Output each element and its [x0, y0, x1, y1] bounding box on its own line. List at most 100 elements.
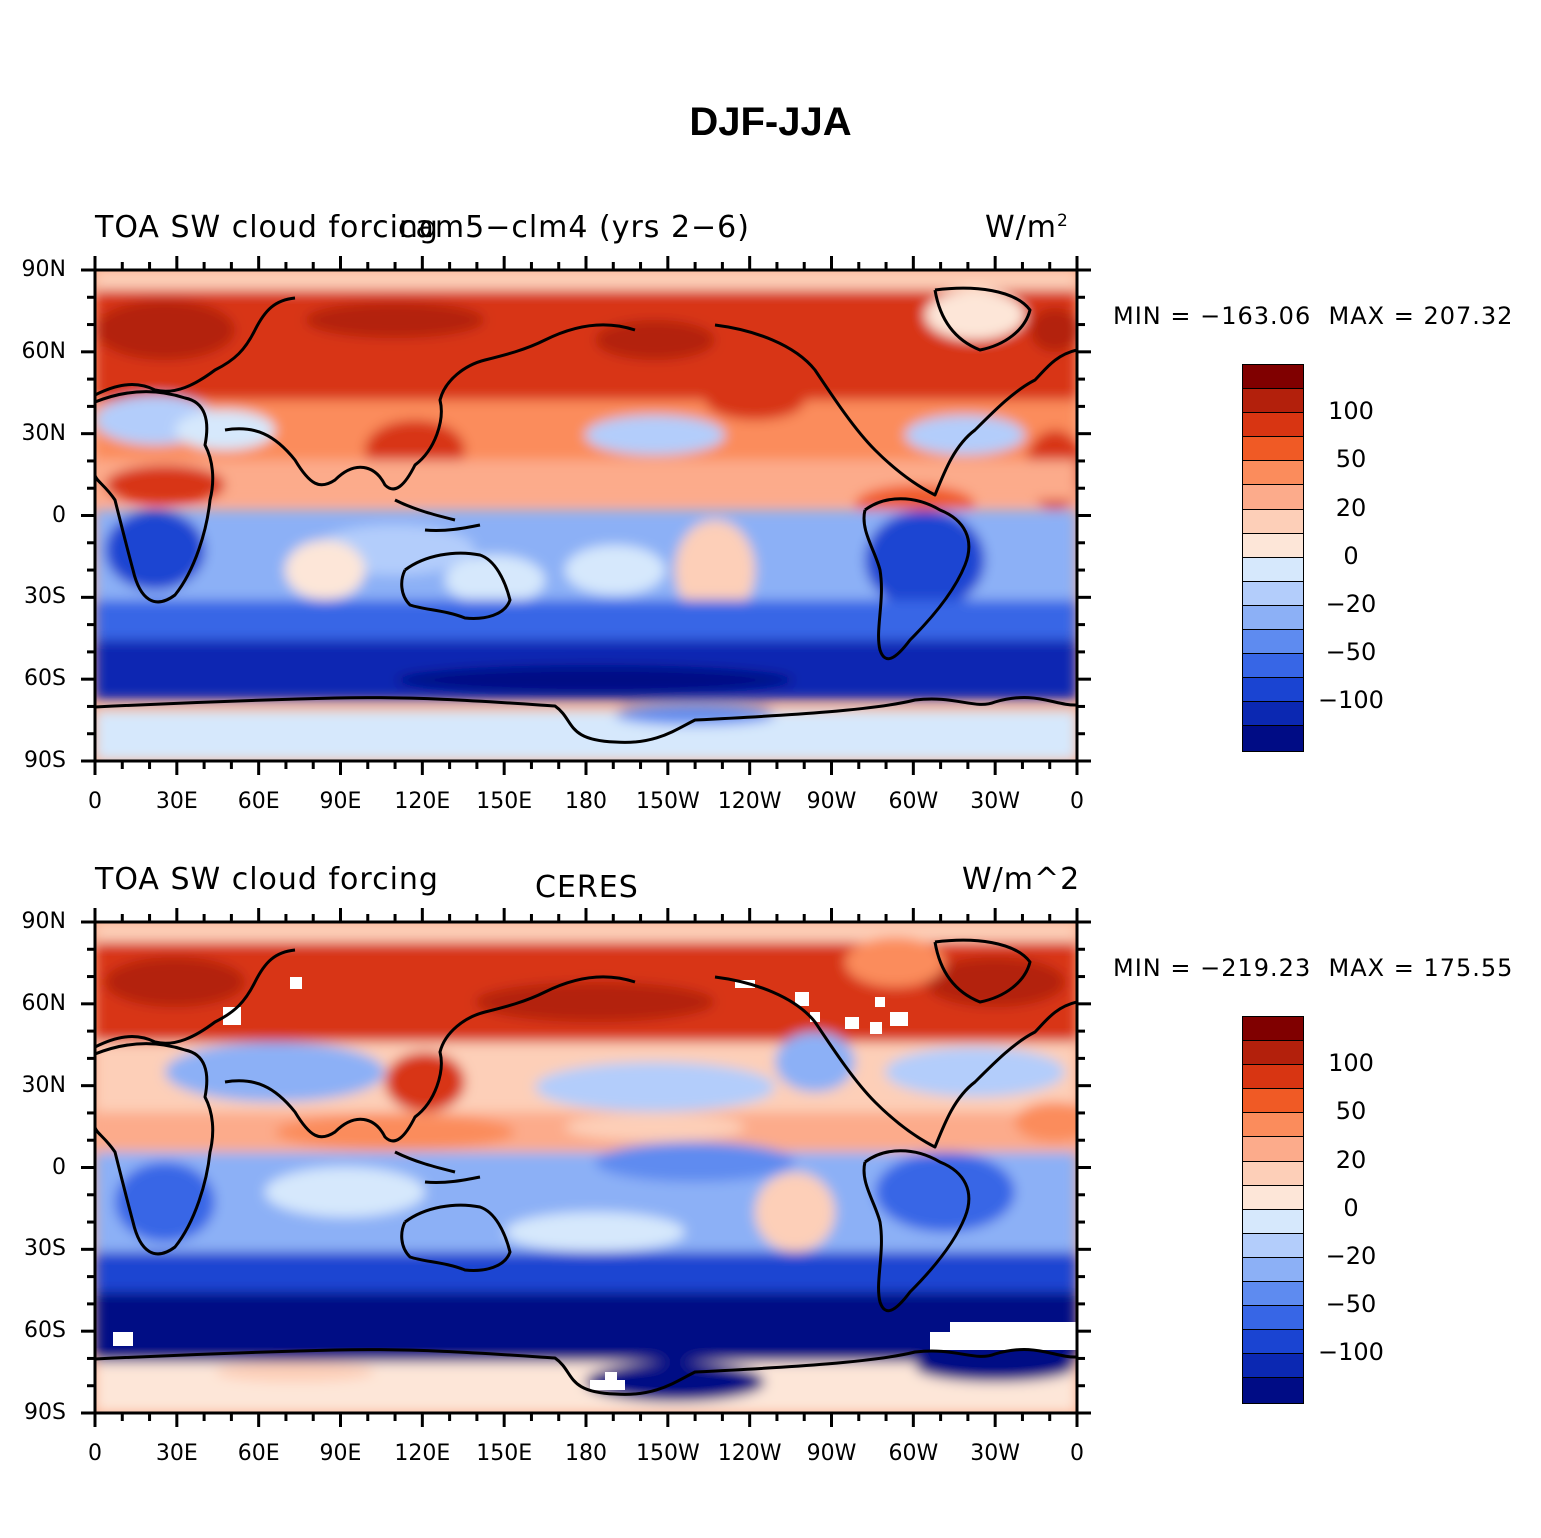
- colorbar-box: [1243, 1209, 1303, 1234]
- lon-label: 150W: [635, 789, 700, 814]
- lon-label: 120E: [394, 1441, 451, 1466]
- colorbar-box: [1243, 605, 1303, 631]
- colorbar-box: [1243, 413, 1303, 438]
- lat-label: 30N: [21, 420, 66, 446]
- lon-label: 0: [88, 789, 102, 814]
- lat-label: 90S: [24, 1400, 66, 1425]
- lat-label: 90N: [21, 909, 66, 934]
- panel-left-title: TOA SW cloud forcing: [95, 862, 439, 897]
- colorbar-box: [1243, 1306, 1303, 1331]
- colorbar-label: −20: [1325, 1242, 1377, 1270]
- colorbar-box: [1243, 1041, 1303, 1066]
- colorbar-box: [1243, 630, 1303, 655]
- colorbar-label: −50: [1325, 1290, 1377, 1319]
- panel-model-difference: TOA SW cloud forcing cam5−clm4 (yrs 2−6)…: [0, 0, 1541, 814]
- colorbar-box: [1243, 1137, 1303, 1162]
- lon-label: 90E: [319, 1441, 362, 1466]
- lon-label: 90W: [806, 1441, 857, 1466]
- colorbar-box: [1243, 1330, 1303, 1355]
- panel-center-title: CERES: [535, 870, 639, 905]
- lon-label: 0: [88, 1441, 102, 1466]
- lon-label: 150E: [476, 1441, 533, 1466]
- lon-label: 180: [565, 789, 607, 814]
- lon-label: 90W: [806, 789, 857, 814]
- colorbar-box: [1243, 461, 1303, 486]
- colorbar-box: [1243, 389, 1303, 414]
- lat-label: 60S: [24, 1318, 66, 1344]
- lon-label: 0: [1070, 1441, 1084, 1466]
- colorbar-label: 0: [1343, 1193, 1359, 1222]
- colorbar-box: [1243, 1089, 1303, 1114]
- colorbar-box: [1243, 533, 1303, 558]
- lon-label: 60E: [237, 1441, 280, 1466]
- lat-label: 30S: [24, 1236, 66, 1262]
- map-field: [95, 922, 1077, 1413]
- lon-label: 30W: [970, 1441, 1021, 1466]
- lon-label: 120E: [394, 789, 451, 814]
- lon-label: 0: [1070, 789, 1084, 814]
- colorbar-box: [1243, 485, 1303, 510]
- colorbar-box: [1243, 1113, 1303, 1138]
- colorbar-label: 20: [1335, 1145, 1367, 1174]
- lat-label: 60N: [21, 338, 66, 364]
- colorbar-box: [1243, 1233, 1303, 1258]
- lon-label: 120W: [717, 1441, 782, 1466]
- colorbar-label: −20: [1325, 590, 1377, 618]
- lat-label: 90S: [24, 748, 66, 773]
- lon-label: 150W: [635, 1441, 700, 1466]
- colorbar-box: [1243, 437, 1303, 462]
- colorbar-box: [1243, 726, 1303, 751]
- colorbar-box: [1243, 654, 1303, 679]
- colorbar-box: [1243, 1185, 1303, 1210]
- min-max-readout: MIN = −219.23 MAX = 175.55: [1113, 954, 1514, 982]
- colorbar-box: [1243, 702, 1303, 727]
- lon-label: 60W: [888, 789, 939, 814]
- lat-label: 90N: [21, 257, 66, 282]
- lat-label: 30S: [24, 584, 66, 610]
- lat-label: 30N: [21, 1072, 66, 1098]
- lon-label: 60E: [237, 789, 280, 814]
- colorbar-label: 0: [1343, 541, 1359, 570]
- lon-label: 90E: [319, 789, 362, 814]
- colorbar-label: −100: [1318, 1338, 1384, 1367]
- lat-label: 60S: [24, 666, 66, 692]
- lon-label: 30E: [155, 789, 198, 814]
- lon-label: 150E: [476, 789, 533, 814]
- colorbar-label: 50: [1335, 445, 1367, 474]
- lon-label: 30E: [155, 1441, 198, 1466]
- colorbar-label: −100: [1318, 686, 1384, 715]
- colorbar-label: −50: [1325, 638, 1377, 667]
- colorbar-box: [1243, 1257, 1303, 1283]
- colorbar-label: 50: [1335, 1097, 1367, 1126]
- min-max-readout: MIN = −163.06 MAX = 207.32: [1113, 302, 1514, 330]
- colorbar: [1242, 364, 1304, 752]
- panel-units: W/m2: [985, 210, 1069, 245]
- lon-label: 120W: [717, 789, 782, 814]
- colorbar-box: [1243, 678, 1303, 703]
- colorbar-box: [1243, 1354, 1303, 1379]
- panel-ceres: TOA SW cloud forcing CERES W/m^2 MIN = −…: [0, 652, 1541, 1466]
- main-title: DJF-JJA: [689, 100, 852, 144]
- map-frame-axes: [81, 256, 1091, 775]
- colorbar-box: [1243, 557, 1303, 582]
- lat-label: 0: [52, 502, 66, 528]
- map-frame-axes: [81, 908, 1091, 1427]
- lat-label: 0: [52, 1154, 66, 1180]
- colorbar-box: [1243, 1378, 1303, 1403]
- colorbar-box: [1243, 509, 1303, 534]
- lon-label: 180: [565, 1441, 607, 1466]
- colorbar-box: [1243, 365, 1303, 390]
- panel-left-title: TOA SW cloud forcing: [95, 210, 439, 245]
- colorbar-box: [1243, 1017, 1303, 1042]
- panel-units: W/m^2: [962, 862, 1081, 897]
- map-field: [95, 270, 1077, 761]
- colorbar-label: 20: [1335, 493, 1367, 522]
- map-field-svg: [95, 922, 1077, 1413]
- colorbar-label: 100: [1328, 1049, 1374, 1078]
- colorbar-box: [1243, 1065, 1303, 1090]
- colorbar: [1242, 1016, 1304, 1404]
- lon-label: 60W: [888, 1441, 939, 1466]
- map-field-svg: [95, 270, 1077, 761]
- panel-center-title: cam5−clm4 (yrs 2−6): [398, 210, 750, 245]
- colorbar-label: 100: [1328, 397, 1374, 426]
